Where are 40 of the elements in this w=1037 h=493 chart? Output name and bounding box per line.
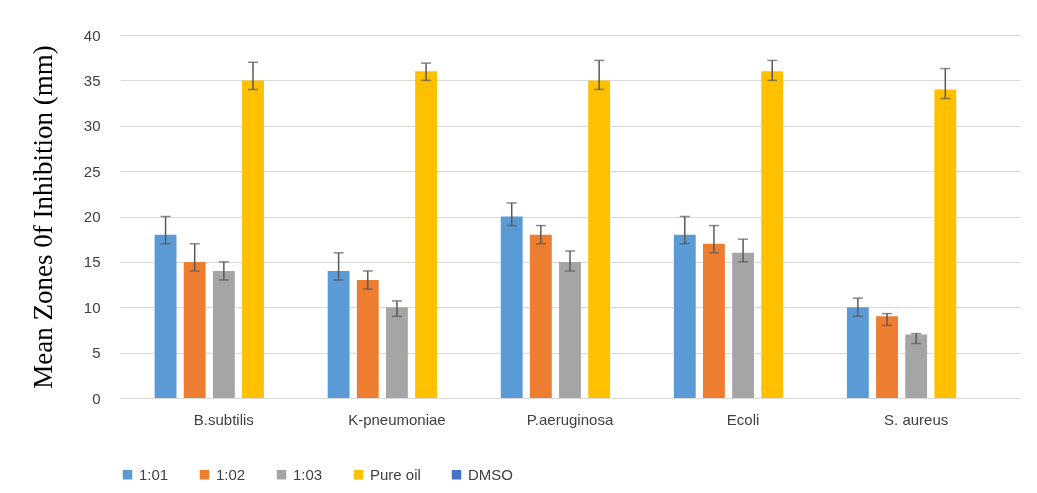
- bar: [673, 234, 696, 398]
- bar: [559, 261, 581, 398]
- legend-label: Pure oil: [370, 465, 421, 483]
- bar: [327, 270, 350, 398]
- legend-label: 1:01: [139, 465, 169, 483]
- bar: [500, 216, 523, 398]
- bar: [212, 270, 235, 398]
- legend-label: 1:03: [293, 465, 323, 483]
- bar: [385, 307, 408, 398]
- y-tick-label: 40: [83, 26, 101, 44]
- y-tick-label: 30: [83, 117, 101, 135]
- bar: [905, 334, 928, 398]
- y-tick-label: 15: [83, 253, 101, 271]
- bar: [876, 316, 898, 398]
- bar: [529, 234, 552, 398]
- x-tick-label: B.subtilis: [193, 410, 254, 428]
- bar: [242, 80, 264, 398]
- x-tick-label: S. aureus: [884, 410, 949, 428]
- y-tick-label: 25: [83, 162, 101, 180]
- bar: [732, 252, 755, 398]
- x-tick-label: P.aeruginosa: [526, 410, 614, 428]
- y-axis-title: Mean Zones 0f Inhibition (mm): [27, 45, 58, 389]
- bar: [588, 80, 611, 398]
- bar: [183, 261, 206, 398]
- bar: [934, 89, 957, 398]
- legend-label: 1:02: [216, 465, 246, 483]
- y-tick-label: 0: [92, 389, 101, 407]
- y-tick-label: 10: [83, 298, 101, 316]
- y-tick-label: 35: [83, 71, 101, 89]
- x-tick-label: K-pneumoniae: [348, 410, 446, 428]
- y-tick-label: 5: [92, 344, 101, 362]
- y-tick-label: 20: [83, 208, 101, 225]
- bar: [415, 71, 437, 398]
- bar: [846, 307, 869, 398]
- bar: [761, 71, 784, 398]
- legend-label: DMSO: [468, 465, 513, 483]
- bar: [703, 243, 725, 398]
- x-tick-label: Ecoli: [726, 410, 760, 428]
- bar: [154, 234, 177, 398]
- bar: [356, 280, 379, 398]
